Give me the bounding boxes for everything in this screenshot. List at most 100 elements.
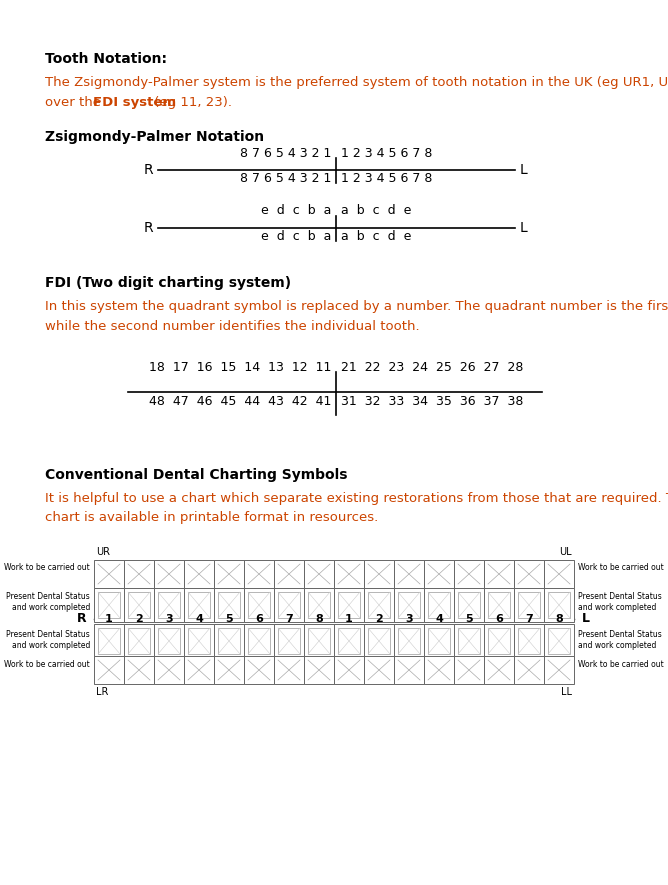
Text: 8 7 6 5 4 3 2 1: 8 7 6 5 4 3 2 1 [240, 172, 331, 185]
Text: UL: UL [559, 547, 572, 557]
Bar [514, 624, 544, 658]
Bar [274, 588, 304, 622]
Bar [488, 592, 510, 618]
Bar [394, 624, 424, 658]
Bar [248, 628, 270, 654]
Bar [124, 560, 154, 588]
Text: 1 2 3 4 5 6 7 8: 1 2 3 4 5 6 7 8 [341, 172, 432, 185]
Bar [248, 592, 270, 618]
Bar [334, 588, 364, 622]
Bar [424, 588, 454, 622]
Bar [214, 624, 244, 658]
Text: 2: 2 [375, 614, 383, 624]
Bar [94, 624, 124, 658]
Bar [454, 624, 484, 658]
Text: Work to be carried out: Work to be carried out [578, 563, 664, 572]
Bar [124, 656, 154, 684]
Text: (eg 11, 23).: (eg 11, 23). [150, 96, 232, 109]
Bar [94, 560, 124, 588]
Bar [364, 656, 394, 684]
Bar [454, 656, 484, 684]
Bar [308, 592, 330, 618]
Bar [544, 624, 574, 658]
Text: The Zsigmondy-Palmer system is the preferred system of tooth notation in the UK : The Zsigmondy-Palmer system is the prefe… [45, 76, 668, 89]
Bar [548, 628, 570, 654]
Bar [154, 588, 184, 622]
Bar [544, 656, 574, 684]
Bar [334, 560, 364, 588]
Text: Present Dental Status
and work completed: Present Dental Status and work completed [578, 630, 662, 650]
Bar [244, 588, 274, 622]
Bar [488, 628, 510, 654]
Text: LR: LR [96, 687, 108, 697]
Bar [334, 624, 364, 658]
Bar [244, 624, 274, 658]
Bar [308, 628, 330, 654]
Bar [154, 624, 184, 658]
Text: 3: 3 [165, 614, 173, 624]
Bar [124, 588, 154, 622]
Bar [338, 592, 360, 618]
Bar [544, 560, 574, 588]
Bar [548, 592, 570, 618]
Text: L: L [520, 163, 528, 177]
Bar [98, 628, 120, 654]
Bar [454, 588, 484, 622]
Text: a  b  c  d  e: a b c d e [341, 230, 411, 243]
Bar [278, 628, 300, 654]
Bar [368, 628, 390, 654]
Text: R: R [144, 163, 153, 177]
Text: e  d  c  b  a: e d c b a [261, 230, 331, 243]
Text: Work to be carried out: Work to be carried out [578, 660, 664, 669]
Bar [244, 656, 274, 684]
Text: 1 2 3 4 5 6 7 8: 1 2 3 4 5 6 7 8 [341, 147, 432, 160]
Text: UR: UR [96, 547, 110, 557]
Text: In this system the quadrant symbol is replaced by a number. The quadrant number : In this system the quadrant symbol is re… [45, 300, 668, 333]
Bar [218, 592, 240, 618]
Text: 18  17  16  15  14  13  12  11: 18 17 16 15 14 13 12 11 [148, 361, 331, 374]
Bar [484, 588, 514, 622]
Text: 21  22  23  24  25  26  27  28: 21 22 23 24 25 26 27 28 [341, 361, 523, 374]
Text: 7: 7 [285, 614, 293, 624]
Text: Work to be carried out: Work to be carried out [4, 563, 90, 572]
Text: 4: 4 [435, 614, 443, 624]
Bar [128, 592, 150, 618]
Bar [398, 592, 420, 618]
Bar [184, 560, 214, 588]
Text: 2: 2 [135, 614, 143, 624]
Text: LL: LL [561, 687, 572, 697]
Text: 6: 6 [255, 614, 263, 624]
Bar [364, 588, 394, 622]
Bar [394, 656, 424, 684]
Bar [274, 656, 304, 684]
Text: 5: 5 [465, 614, 473, 624]
Bar [514, 588, 544, 622]
Bar [338, 628, 360, 654]
Text: R: R [76, 612, 86, 626]
Bar [364, 624, 394, 658]
Bar [428, 628, 450, 654]
Text: 8: 8 [555, 614, 563, 624]
Text: a  b  c  d  e: a b c d e [341, 204, 411, 217]
Text: L: L [520, 221, 528, 235]
Bar [94, 588, 124, 622]
Bar [484, 656, 514, 684]
Bar [158, 592, 180, 618]
Text: Present Dental Status
and work completed: Present Dental Status and work completed [578, 592, 662, 612]
Bar [428, 592, 450, 618]
Bar [188, 628, 210, 654]
Bar [304, 588, 334, 622]
Text: e  d  c  b  a: e d c b a [261, 204, 331, 217]
Bar [214, 588, 244, 622]
Text: Present Dental Status
and work completed: Present Dental Status and work completed [6, 592, 90, 612]
Bar [154, 560, 184, 588]
Bar [94, 656, 124, 684]
Text: 1: 1 [345, 614, 353, 624]
Text: Tooth Notation:: Tooth Notation: [45, 52, 167, 66]
Text: Present Dental Status
and work completed: Present Dental Status and work completed [6, 630, 90, 650]
Text: R: R [144, 221, 153, 235]
Bar [368, 592, 390, 618]
Bar [364, 560, 394, 588]
Bar [154, 656, 184, 684]
Text: Zsigmondy-Palmer Notation: Zsigmondy-Palmer Notation [45, 130, 264, 144]
